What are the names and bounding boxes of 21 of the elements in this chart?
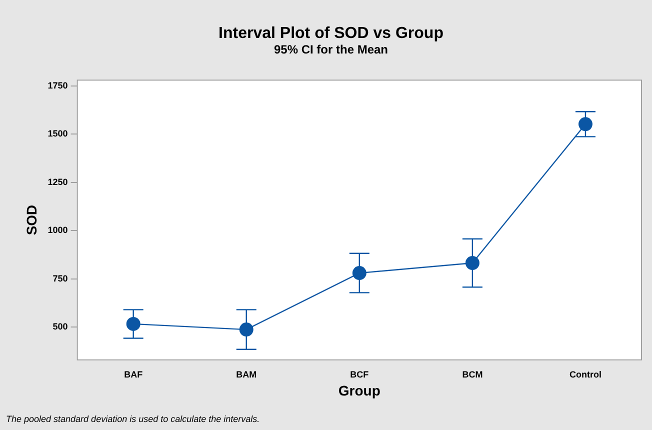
- point: [352, 266, 366, 280]
- point: [465, 256, 480, 270]
- x-tick-label: BAM: [236, 369, 257, 380]
- y-tick-label: 1500: [48, 128, 68, 139]
- y-tick-label: 750: [52, 273, 68, 284]
- y-tick-label: 1250: [48, 176, 68, 187]
- y-tick-label: 1750: [48, 80, 68, 90]
- chart-title: Interval Plot of SOD vs Group: [218, 25, 444, 42]
- chart-subtitle: 95% CI for the Mean: [274, 42, 388, 57]
- y-tick-label: 1000: [48, 225, 68, 236]
- point: [239, 322, 254, 337]
- y-axis-title: SOD: [23, 204, 40, 236]
- text: The pooled standard deviation is used to calculate the intervals.: [6, 414, 260, 424]
- point: [578, 117, 592, 132]
- x-tick-label: BCF: [350, 369, 370, 380]
- x-axis-title: Group: [338, 382, 380, 398]
- point: [126, 316, 140, 331]
- x-tick-label: Control: [569, 369, 602, 380]
- x-tick-label: BAF: [124, 369, 144, 380]
- y-tick-label: 500: [52, 322, 68, 332]
- x-tick-label: BCM: [462, 369, 483, 380]
